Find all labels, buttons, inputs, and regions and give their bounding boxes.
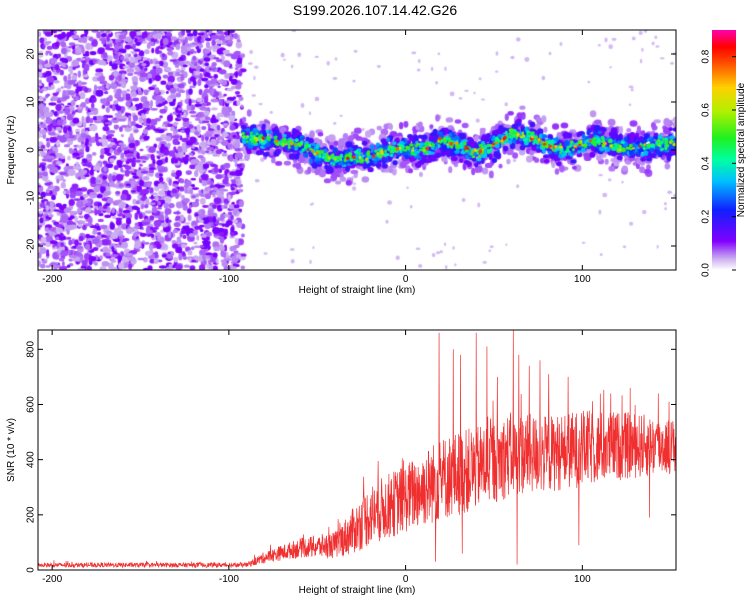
snr-y-tick-label: 0 (26, 567, 37, 573)
spectrogram-frame (37, 29, 677, 271)
snr-x-tick-label: -100 (219, 574, 239, 585)
spectrogram-y-tick-label: -20 (26, 238, 37, 253)
spectrogram-y-tick-label: 20 (26, 48, 37, 60)
colorbar: 0.0 0.2 0.4 0.6 0.8 Normalized spectral ampl… (701, 30, 747, 277)
spectrogram-x-ticks: -200 -100 0 100 (42, 30, 591, 285)
spectrogram-x-tick-label: 100 (574, 274, 591, 285)
snr-y-tick-label: 200 (26, 506, 37, 523)
colorbar-tick-label: 0.0 (701, 263, 712, 277)
snr-x-tick-label: -200 (42, 574, 62, 585)
snr-y-tick-label: 600 (26, 396, 37, 413)
snr-x-ticks: -200 -100 0 100 (42, 330, 591, 585)
snr-series-line (37, 329, 677, 569)
spectrogram-y-axis-label: Frequency (Hz) (6, 116, 17, 185)
snr-frame (37, 329, 677, 571)
colorbar-tick-label: 0.2 (701, 209, 712, 223)
snr-y-tick-label: 800 (26, 341, 37, 358)
snr-x-tick-label: 100 (574, 574, 591, 585)
spectrogram-x-axis-label: Height of straight line (km) (299, 285, 416, 296)
colorbar-tick-label: 0.4 (701, 156, 712, 170)
spectrogram-y-tick-label: -10 (26, 190, 37, 205)
spectrogram-x-tick-label: -100 (219, 274, 239, 285)
spectrogram-y-tick-label: 0 (26, 147, 37, 153)
colorbar-tick-label: 0.8 (701, 49, 712, 63)
snr-x-tick-label: 0 (403, 574, 409, 585)
spectrogram-x-tick-label: -200 (42, 274, 62, 285)
spectrogram-heatmap (38, 30, 676, 270)
snr-panel: -200 -100 0 100 0 200 400 600 800 Height of str… (6, 329, 677, 596)
spectrogram-y-ticks: -20 -10 0 10 20 (26, 48, 676, 253)
snr-y-tick-label: 400 (26, 451, 37, 468)
colorbar-tick-label: 0.6 (701, 103, 712, 117)
colorbar-ticks: 0.0 0.2 0.4 0.6 0.8 (701, 49, 736, 277)
colorbar-gradient (712, 30, 736, 270)
snr-x-axis-label: Height of straight line (km) (299, 585, 416, 596)
snr-y-ticks: 0 200 400 600 800 (26, 341, 676, 573)
spectrogram-x-tick-label: 0 (403, 274, 409, 285)
snr-y-axis-label: SNR (10 * v/v) (6, 418, 17, 482)
page-title: S199.2026.107.14.42.G26 (292, 2, 458, 18)
colorbar-label: Normalized spectral amplitude (736, 82, 747, 217)
spectrogram-y-tick-label: 10 (26, 96, 37, 108)
